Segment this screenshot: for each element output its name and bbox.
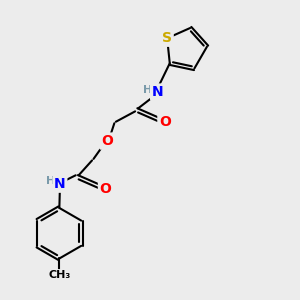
Text: O: O: [101, 134, 113, 148]
Text: O: O: [100, 182, 111, 196]
Text: N: N: [152, 85, 163, 99]
Text: N: N: [54, 177, 66, 191]
Text: H: H: [46, 176, 56, 186]
Text: CH₃: CH₃: [48, 270, 70, 280]
Text: H: H: [143, 85, 152, 95]
Text: S: S: [162, 31, 172, 45]
Text: O: O: [159, 115, 171, 129]
